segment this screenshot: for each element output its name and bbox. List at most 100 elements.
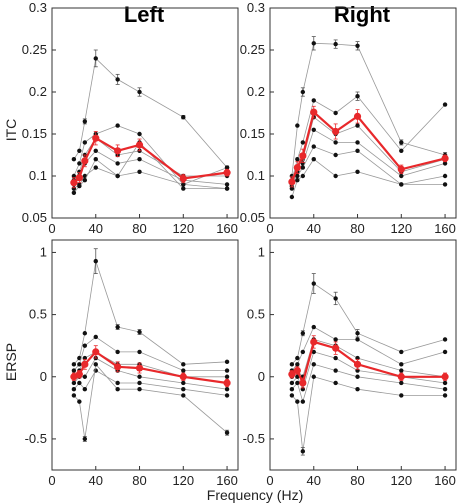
data-point — [137, 157, 142, 162]
data-point — [442, 386, 448, 392]
data-point — [71, 386, 77, 392]
data-point — [181, 380, 186, 386]
data-point — [333, 140, 338, 145]
y-tick-label: 0 — [258, 369, 265, 384]
y-tick-label: 0.3 — [247, 0, 265, 15]
data-point — [137, 329, 142, 335]
data-point — [355, 123, 360, 128]
data-point — [289, 386, 295, 392]
data-point-mean — [353, 112, 362, 120]
x-tick-label: 40 — [89, 221, 103, 236]
x-tick-label: 0 — [48, 221, 55, 236]
data-point — [300, 399, 306, 404]
data-point — [289, 380, 295, 386]
data-point — [71, 393, 77, 398]
data-point — [399, 173, 404, 179]
data-point — [137, 131, 142, 137]
data-point — [300, 331, 306, 336]
data-point — [71, 173, 77, 179]
data-point — [82, 343, 88, 348]
data-point-mean — [114, 147, 122, 155]
y-tick-label: 1 — [258, 244, 265, 259]
data-point-mean — [135, 141, 144, 149]
data-point — [77, 380, 82, 386]
data-point — [333, 380, 338, 386]
data-point — [93, 148, 98, 153]
data-point — [300, 89, 306, 95]
series-line-individual — [73, 125, 228, 185]
data-point — [137, 349, 142, 355]
data-point-mean — [114, 363, 122, 371]
series-line-individual — [291, 326, 446, 371]
plot-frame — [51, 239, 239, 471]
data-point — [77, 148, 82, 153]
x-tick-label: 80 — [132, 473, 146, 488]
data-point — [300, 449, 306, 454]
x-tick-label: 120 — [172, 221, 194, 236]
data-point — [181, 115, 186, 120]
data-point — [300, 349, 306, 355]
data-point — [71, 380, 77, 386]
data-point — [93, 258, 98, 264]
data-point — [355, 94, 360, 99]
data-point — [82, 436, 88, 442]
series-line-individual — [291, 363, 446, 404]
data-point — [295, 380, 300, 386]
data-point — [333, 368, 338, 373]
data-point — [224, 165, 230, 170]
y-tick-label: 0.25 — [22, 42, 47, 57]
data-point — [295, 355, 300, 361]
data-point — [333, 296, 338, 301]
xlabel: Frequency (Hz) — [207, 487, 303, 503]
data-point — [355, 43, 360, 48]
series-line-individual — [73, 336, 228, 371]
y-tick-label: -0.5 — [25, 431, 47, 446]
x-tick-label: 160 — [216, 221, 238, 236]
data-point-mean — [81, 360, 89, 368]
data-point — [289, 194, 295, 200]
data-point — [333, 152, 338, 158]
data-point — [289, 362, 295, 367]
data-point — [82, 178, 88, 183]
y-tick-label: 0 — [40, 369, 47, 384]
x-tick-label: 80 — [132, 221, 146, 236]
panel-itc-left: 0 40 80 120 160 0.05 0.1 0.15 0.2 0.25 0.3 — [22, 0, 239, 236]
series-line-individual — [73, 57, 228, 168]
data-point-mean — [92, 348, 100, 356]
y-tick-label: 0.15 — [22, 126, 47, 141]
data-point — [442, 173, 448, 179]
data-point — [300, 140, 306, 145]
data-point — [137, 374, 142, 379]
data-point — [289, 186, 295, 191]
data-point — [82, 119, 88, 124]
x-tick-label: 80 — [350, 221, 364, 236]
data-point — [399, 148, 404, 153]
data-point — [295, 362, 300, 367]
data-point — [115, 349, 120, 355]
data-point — [311, 157, 316, 162]
data-point — [442, 337, 448, 342]
x-tick-label: 0 — [48, 473, 55, 488]
panel-ersp-right: 0 40 80 120 160 -0.5 0 0.5 1 — [243, 239, 457, 488]
x-tick-label: 160 — [434, 473, 456, 488]
data-point — [224, 430, 230, 435]
data-point-mean — [310, 338, 318, 346]
data-point — [181, 186, 186, 191]
data-point-mean — [397, 373, 405, 381]
series-line-individual — [291, 95, 446, 181]
data-point-mean — [223, 169, 231, 177]
data-point — [442, 380, 448, 386]
data-point — [355, 148, 360, 153]
data-point — [115, 380, 120, 386]
data-point — [71, 368, 77, 373]
data-point — [442, 102, 448, 107]
x-tick-label: 160 — [434, 221, 456, 236]
data-point — [295, 157, 300, 162]
data-point-mean — [135, 364, 144, 372]
data-point — [181, 393, 186, 398]
column-title-left: Left — [124, 2, 165, 27]
data-point — [311, 127, 316, 132]
data-point — [181, 362, 186, 367]
data-point — [311, 281, 316, 286]
